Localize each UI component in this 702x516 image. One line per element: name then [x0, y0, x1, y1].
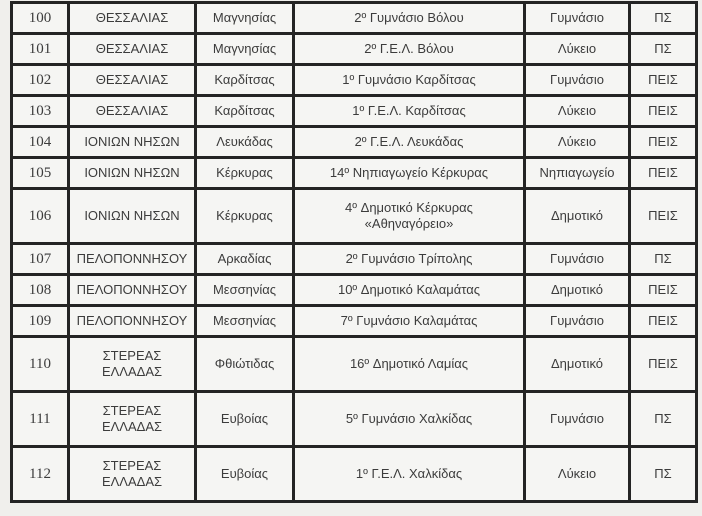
cell-school: 10º Δημοτικό Καλαμάτας: [292, 273, 526, 307]
cell-school: 1º Γ.Ε.Λ. Καρδίτσας: [292, 94, 526, 128]
table-row: 111 ΣΤΕΡΕΑΣ ΕΛΛΑΔΑΣ Ευβοίας 5º Γυμνάσιο …: [10, 390, 698, 448]
cell-program: ΠΕΙΣ: [628, 273, 698, 307]
schools-table: 100 ΘΕΣΣΑΛΙΑΣ Μαγνησίας 2º Γυμνάσιο Βόλο…: [10, 1, 698, 503]
cell-region: ΙΟΝΙΩΝ ΝΗΣΩΝ: [67, 187, 197, 245]
cell-prefecture: Κέρκυρας: [194, 187, 295, 245]
cell-prefecture: Μαγνησίας: [194, 32, 295, 66]
cell-school: 7º Γυμνάσιο Καλαμάτας: [292, 304, 526, 338]
cell-number: 111: [10, 390, 70, 448]
cell-prefecture: Μεσσηνίας: [194, 273, 295, 307]
cell-region: ΠΕΛΟΠΟΝΝΗΣΟΥ: [67, 304, 197, 338]
cell-program: ΠΕΙΣ: [628, 304, 698, 338]
table-row: 106 ΙΟΝΙΩΝ ΝΗΣΩΝ Κέρκυρας 4º Δημοτικό Κέ…: [10, 187, 698, 245]
cell-prefecture: Αρκαδίας: [194, 242, 295, 276]
cell-type: Γυμνάσιο: [523, 390, 631, 448]
cell-school: 14º Νηπιαγωγείο Κέρκυρας: [292, 156, 526, 190]
cell-program: ΠΕΙΣ: [628, 63, 698, 97]
cell-prefecture: Μαγνησίας: [194, 1, 295, 35]
cell-prefecture: Μεσσηνίας: [194, 304, 295, 338]
cell-program: ΠΣ: [628, 242, 698, 276]
cell-number: 106: [10, 187, 70, 245]
cell-prefecture: Ευβοίας: [194, 390, 295, 448]
cell-school: 5º Γυμνάσιο Χαλκίδας: [292, 390, 526, 448]
cell-school: 2º Γ.Ε.Λ. Λευκάδας: [292, 125, 526, 159]
cell-prefecture: Ευβοίας: [194, 445, 295, 503]
cell-region: ΙΟΝΙΩΝ ΝΗΣΩΝ: [67, 156, 197, 190]
cell-region: ΣΤΕΡΕΑΣ ΕΛΛΑΔΑΣ: [67, 445, 197, 503]
cell-region: ΘΕΣΣΑΛΙΑΣ: [67, 63, 197, 97]
table-row: 101 ΘΕΣΣΑΛΙΑΣ Μαγνησίας 2º Γ.Ε.Λ. Βόλου …: [10, 32, 698, 66]
cell-region: ΘΕΣΣΑΛΙΑΣ: [67, 1, 197, 35]
table-row: 108 ΠΕΛΟΠΟΝΝΗΣΟΥ Μεσσηνίας 10º Δημοτικό …: [10, 273, 698, 307]
cell-type: Λύκειο: [523, 445, 631, 503]
cell-program: ΠΕΙΣ: [628, 125, 698, 159]
cell-program: ΠΣ: [628, 32, 698, 66]
cell-number: 107: [10, 242, 70, 276]
cell-program: ΠΣ: [628, 1, 698, 35]
cell-school: 2º Γυμνάσιο Τρίπολης: [292, 242, 526, 276]
cell-prefecture: Καρδίτσας: [194, 63, 295, 97]
cell-region: ΘΕΣΣΑΛΙΑΣ: [67, 94, 197, 128]
cell-type: Γυμνάσιο: [523, 304, 631, 338]
cell-region: ΠΕΛΟΠΟΝΝΗΣΟΥ: [67, 273, 197, 307]
cell-type: Λύκειο: [523, 94, 631, 128]
cell-type: Νηπιαγωγείο: [523, 156, 631, 190]
table-row: 112 ΣΤΕΡΕΑΣ ΕΛΛΑΔΑΣ Ευβοίας 1º Γ.Ε.Λ. Χα…: [10, 445, 698, 503]
cell-region: ΣΤΕΡΕΑΣ ΕΛΛΑΔΑΣ: [67, 390, 197, 448]
cell-program: ΠΣ: [628, 390, 698, 448]
cell-region: ΣΤΕΡΕΑΣ ΕΛΛΑΔΑΣ: [67, 335, 197, 393]
cell-number: 100: [10, 1, 70, 35]
cell-type: Λύκειο: [523, 125, 631, 159]
cell-number: 109: [10, 304, 70, 338]
cell-prefecture: Φθιώτιδας: [194, 335, 295, 393]
cell-type: Δημοτικό: [523, 335, 631, 393]
cell-number: 101: [10, 32, 70, 66]
cell-number: 103: [10, 94, 70, 128]
table-row: 107 ΠΕΛΟΠΟΝΝΗΣΟΥ Αρκαδίας 2º Γυμνάσιο Τρ…: [10, 242, 698, 276]
cell-number: 108: [10, 273, 70, 307]
table-row: 110 ΣΤΕΡΕΑΣ ΕΛΛΑΔΑΣ Φθιώτιδας 16º Δημοτι…: [10, 335, 698, 393]
cell-program: ΠΕΙΣ: [628, 94, 698, 128]
cell-prefecture: Κέρκυρας: [194, 156, 295, 190]
cell-number: 102: [10, 63, 70, 97]
cell-prefecture: Λευκάδας: [194, 125, 295, 159]
cell-type: Δημοτικό: [523, 187, 631, 245]
table-row: 103 ΘΕΣΣΑΛΙΑΣ Καρδίτσας 1º Γ.Ε.Λ. Καρδίτ…: [10, 94, 698, 128]
cell-program: ΠΣ: [628, 445, 698, 503]
cell-type: Γυμνάσιο: [523, 63, 631, 97]
cell-school: 16º Δημοτικό Λαμίας: [292, 335, 526, 393]
cell-number: 104: [10, 125, 70, 159]
cell-program: ΠΕΙΣ: [628, 187, 698, 245]
table-row: 104 ΙΟΝΙΩΝ ΝΗΣΩΝ Λευκάδας 2º Γ.Ε.Λ. Λευκ…: [10, 125, 698, 159]
cell-number: 112: [10, 445, 70, 503]
cell-school: 2º Γ.Ε.Λ. Βόλου: [292, 32, 526, 66]
cell-type: Γυμνάσιο: [523, 242, 631, 276]
cell-program: ΠΕΙΣ: [628, 335, 698, 393]
cell-region: ΠΕΛΟΠΟΝΝΗΣΟΥ: [67, 242, 197, 276]
cell-prefecture: Καρδίτσας: [194, 94, 295, 128]
table-container: 100 ΘΕΣΣΑΛΙΑΣ Μαγνησίας 2º Γυμνάσιο Βόλο…: [10, 1, 698, 503]
table-row: 100 ΘΕΣΣΑΛΙΑΣ Μαγνησίας 2º Γυμνάσιο Βόλο…: [10, 1, 698, 35]
cell-school: 4º Δημοτικό Κέρκυρας «Αθηναγόρειο»: [292, 187, 526, 245]
cell-number: 105: [10, 156, 70, 190]
table-row: 105 ΙΟΝΙΩΝ ΝΗΣΩΝ Κέρκυρας 14º Νηπιαγωγεί…: [10, 156, 698, 190]
cell-type: Δημοτικό: [523, 273, 631, 307]
cell-type: Γυμνάσιο: [523, 1, 631, 35]
cell-school: 1º Γυμνάσιο Καρδίτσας: [292, 63, 526, 97]
cell-program: ΠΕΙΣ: [628, 156, 698, 190]
cell-school: 2º Γυμνάσιο Βόλου: [292, 1, 526, 35]
cell-number: 110: [10, 335, 70, 393]
cell-type: Λύκειο: [523, 32, 631, 66]
table-row: 109 ΠΕΛΟΠΟΝΝΗΣΟΥ Μεσσηνίας 7º Γυμνάσιο Κ…: [10, 304, 698, 338]
cell-school: 1º Γ.Ε.Λ. Χαλκίδας: [292, 445, 526, 503]
table-row: 102 ΘΕΣΣΑΛΙΑΣ Καρδίτσας 1º Γυμνάσιο Καρδ…: [10, 63, 698, 97]
cell-region: ΙΟΝΙΩΝ ΝΗΣΩΝ: [67, 125, 197, 159]
cell-region: ΘΕΣΣΑΛΙΑΣ: [67, 32, 197, 66]
